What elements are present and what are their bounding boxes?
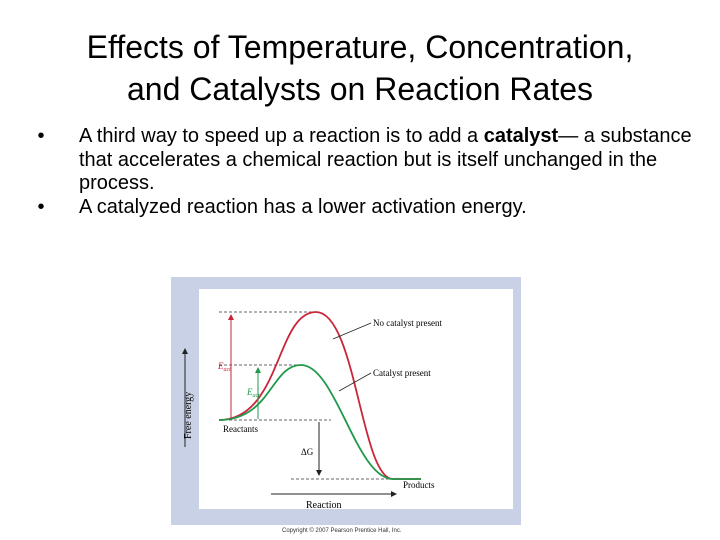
bullet-list: • A third way to speed up a reaction is …	[34, 125, 694, 219]
bullet-1-bold-term: catalyst	[483, 125, 559, 147]
label-no-catalyst: No catalyst present	[373, 318, 442, 328]
callout-line-catalyst	[338, 372, 372, 392]
x-axis-label: Reaction	[306, 500, 342, 511]
bullet-1-text-start: A third way to speed up a reaction is to…	[79, 125, 484, 147]
bullet-item-1: • A third way to speed up a reaction is …	[34, 125, 694, 196]
eact-letter: E	[217, 361, 224, 371]
delta-g-label: ΔG	[301, 447, 314, 457]
uncatalyzed-curve	[218, 311, 421, 480]
figure-plot-area	[199, 289, 513, 509]
eact-letter: E	[246, 387, 253, 397]
eact-subscript: act	[253, 393, 261, 399]
bullet-item-2: • A catalyzed reaction has a lower activ…	[34, 196, 694, 220]
bullet-1-text-end: — a substance that accelerates a chemica…	[79, 125, 692, 194]
eact-no-catalyst-label: Eact	[217, 361, 231, 373]
slide-title-line-2: and Catalysts on Reaction Rates	[126, 71, 594, 107]
copyright-text: Copyright © 2007 Pearson Prentice Hall, …	[282, 528, 402, 534]
y-axis-label: Free energy	[183, 392, 194, 439]
bullet-dot: •	[37, 195, 45, 218]
eact-subscript: act	[224, 367, 232, 373]
label-products: Products	[403, 480, 435, 490]
label-reactants: Reactants	[223, 424, 258, 434]
slide-title: Effects of Temperature, Concentration, a…	[0, 26, 720, 110]
slide-title-line-1: Effects of Temperature, Concentration,	[86, 29, 634, 65]
energy-diagram-svg: Free energy Reaction Eact Eact ΔG No cat…	[171, 277, 521, 525]
callout-line-no-catalyst	[332, 322, 372, 340]
energy-diagram-figure: Free energy Reaction Eact Eact ΔG No cat…	[171, 277, 521, 525]
eact-catalyst-label: Eact	[246, 387, 260, 399]
bullet-2-text: A catalyzed reaction has a lower activat…	[79, 195, 527, 218]
bullet-dot: •	[37, 125, 45, 147]
label-catalyst: Catalyst present	[373, 368, 431, 378]
